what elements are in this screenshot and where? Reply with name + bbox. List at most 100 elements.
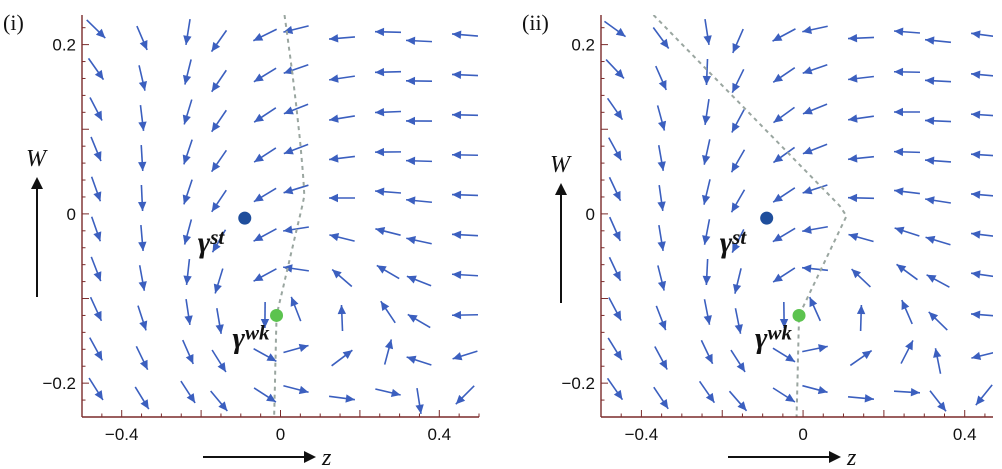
- flow-arrow: [210, 149, 228, 173]
- flow-arrow: [657, 225, 666, 251]
- flow-arrow: [213, 268, 224, 294]
- flow-arrow: [772, 146, 796, 164]
- flow-arrow: [772, 387, 796, 403]
- flow-arrow: [924, 116, 952, 126]
- flow-arrow: [405, 156, 433, 166]
- flow-arrow: [702, 258, 712, 286]
- flow-arrow: [926, 274, 950, 288]
- flow-arrow: [731, 68, 745, 94]
- point-label-superscript: wk: [245, 320, 270, 344]
- flow-arrow: [849, 349, 873, 367]
- flow-arrow: [657, 185, 666, 211]
- point-label-wk: γwk: [233, 320, 270, 354]
- flow-arrow: [772, 28, 796, 42]
- flow-arrow: [608, 137, 622, 161]
- flow-arrow: [933, 348, 942, 374]
- flow-arrow: [451, 230, 479, 239]
- flow-arrow: [86, 19, 106, 39]
- panel-label: (ii): [522, 10, 549, 35]
- flow-arrow: [607, 337, 623, 361]
- flow-arrow: [848, 232, 874, 243]
- flow-arrow: [328, 154, 356, 163]
- flow-arrow: [380, 300, 396, 324]
- flow-arrow: [802, 103, 828, 115]
- flow-arrow: [283, 384, 309, 395]
- x-axis-name: z: [321, 445, 332, 469]
- flow-arrow: [182, 139, 193, 165]
- flow-arrow: [452, 350, 478, 361]
- flow-arrow: [183, 258, 192, 286]
- point-label-base: γ: [720, 226, 733, 259]
- flow-arrow: [801, 264, 829, 273]
- flow-arrow: [211, 349, 227, 373]
- flow-arrow: [970, 150, 993, 159]
- flow-arrow: [772, 67, 796, 83]
- flow-arrow: [894, 226, 920, 237]
- flow-arrow: [211, 69, 227, 93]
- flow-arrow: [802, 25, 828, 34]
- flow-arrow: [90, 136, 102, 162]
- flow-arrow: [732, 268, 742, 294]
- flow-arrow: [702, 139, 711, 165]
- flow-arrow: [734, 308, 743, 334]
- y-tick-label: 0: [586, 205, 595, 224]
- flow-arrow: [772, 267, 796, 283]
- flow-arrow: [260, 301, 270, 329]
- flow-arrow: [608, 256, 622, 282]
- flow-arrow: [779, 301, 789, 329]
- point-label-st: γst: [720, 225, 748, 259]
- flow-arrow: [211, 229, 227, 253]
- flow-arrow: [975, 384, 993, 406]
- flow-arrow: [971, 270, 993, 279]
- flow-arrow: [847, 154, 875, 163]
- flow-arrow: [405, 76, 433, 86]
- flow-arrow: [329, 232, 355, 242]
- flow-arrow: [924, 156, 952, 165]
- flow-arrow: [451, 110, 479, 120]
- tick-labels: −0.4 0 0.4 0.2 0 −0.2: [561, 36, 976, 444]
- flow-arrow: [283, 143, 309, 155]
- flow-arrow: [925, 196, 951, 205]
- x-axis-name: z: [846, 445, 857, 469]
- flow-arrow: [134, 386, 150, 410]
- flow-arrow: [698, 380, 716, 404]
- y-axis-indicator: W: [26, 146, 48, 297]
- flow-arrow: [606, 97, 624, 121]
- flow-arrow: [772, 227, 796, 243]
- flow-arrow: [90, 256, 102, 282]
- flow-arrow: [252, 28, 278, 42]
- x-axis-indicator: z: [728, 445, 857, 469]
- flow-arrow: [848, 114, 874, 123]
- flow-arrow: [89, 337, 103, 361]
- flow-arrow: [896, 263, 918, 281]
- flow-arrow: [893, 388, 921, 397]
- flow-arrow: [138, 65, 147, 91]
- flow-arrow: [451, 270, 479, 279]
- point-label-st: γst: [198, 225, 226, 259]
- nullcline-curve: [652, 15, 848, 417]
- flow-arrow: [656, 105, 667, 131]
- point-label-wk: γwk: [755, 320, 792, 354]
- flow-arrow: [730, 349, 746, 373]
- flow-arrow: [928, 311, 948, 331]
- flow-arrow: [405, 196, 433, 205]
- point-label-base: γ: [198, 226, 211, 259]
- x-tick-label: 0: [276, 425, 285, 444]
- flow-arrow: [925, 235, 951, 246]
- flow-arrow: [773, 106, 795, 124]
- flow-arrow: [451, 150, 479, 160]
- flow-arrow: [215, 308, 224, 334]
- equilibrium-points: γst γwk: [720, 211, 806, 354]
- flow-arrow: [701, 179, 711, 205]
- flow-arrow: [184, 299, 193, 325]
- y-tick-label: −0.2: [561, 374, 595, 393]
- flow-arrow: [253, 147, 277, 163]
- flow-arrow: [451, 190, 479, 200]
- flow-arrow: [182, 179, 193, 205]
- flow-arrow: [802, 143, 828, 155]
- y-axis-indicator: W: [550, 152, 572, 303]
- flow-arrow: [703, 299, 712, 325]
- flow-arrow: [89, 97, 103, 121]
